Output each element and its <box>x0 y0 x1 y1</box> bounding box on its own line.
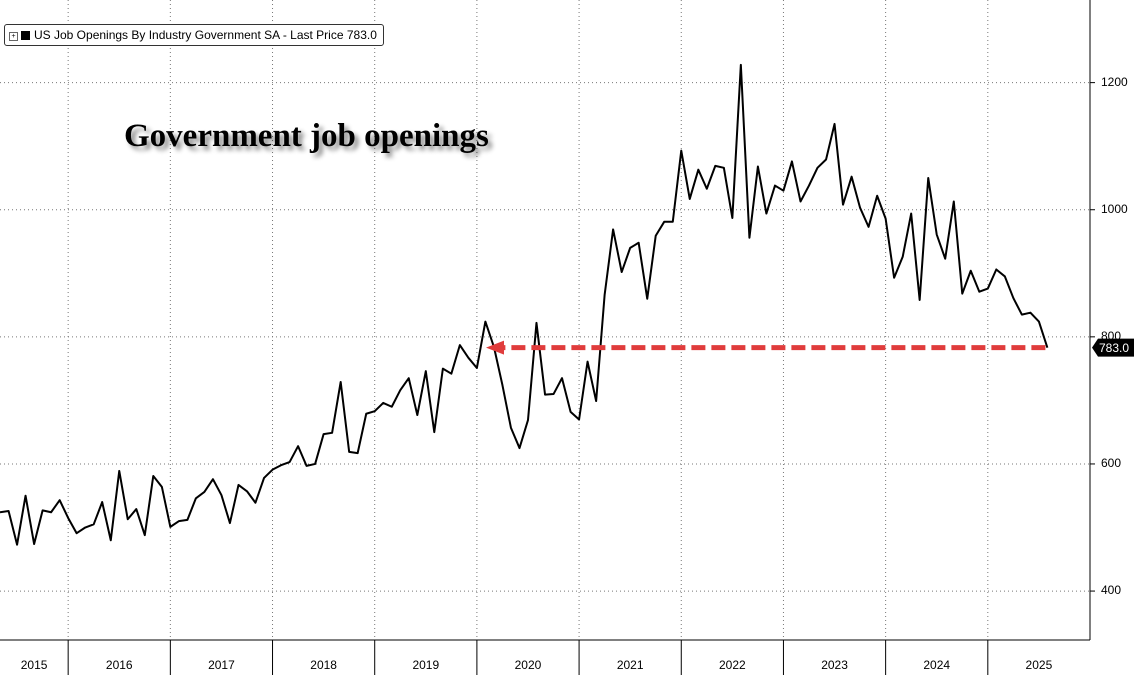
legend-swatch <box>21 31 30 40</box>
chart-title: Government job openings <box>124 118 489 154</box>
legend-suffix: - Last Price <box>282 28 344 42</box>
legend: + US Job Openings By Industry Government … <box>4 24 384 46</box>
x-tick-label: 2016 <box>106 658 133 672</box>
line-series <box>0 63 1049 546</box>
annotation-arrowhead <box>486 340 504 355</box>
x-tick-label: 2023 <box>821 658 848 672</box>
y-tick-label: 1000 <box>1101 202 1128 216</box>
x-tick-label: 2025 <box>1026 658 1053 672</box>
x-tick-label: 2019 <box>412 658 439 672</box>
legend-last-price: 783.0 <box>346 28 377 42</box>
y-tick-label: 600 <box>1101 456 1121 470</box>
last-price-label: 783.0 <box>1099 341 1129 355</box>
last-price-tag <box>1092 338 1134 357</box>
y-tick-label: 1200 <box>1101 75 1128 89</box>
y-tick-label: 400 <box>1101 583 1121 597</box>
x-tick-label: 2018 <box>310 658 337 672</box>
x-tick-label: 2022 <box>719 658 746 672</box>
x-tick-label: 2015 <box>21 658 48 672</box>
x-tick-label: 2020 <box>515 658 542 672</box>
x-tick-label: 2024 <box>923 658 950 672</box>
x-tick-label: 2017 <box>208 658 235 672</box>
x-tick-label: 2021 <box>617 658 644 672</box>
legend-label: US Job Openings By Industry Government S… <box>34 28 280 42</box>
legend-toggle[interactable]: + <box>9 32 18 41</box>
